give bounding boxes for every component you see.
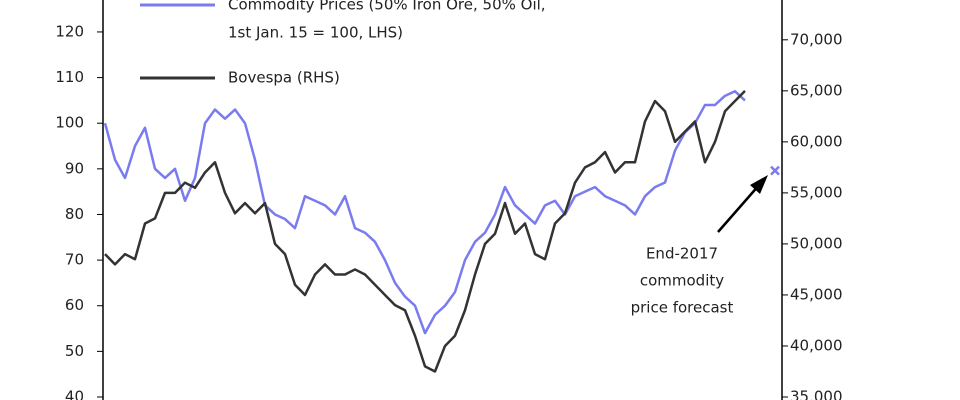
y-tick-label: 50 (65, 342, 84, 360)
legend-text: 1st Jan. 15 = 100, LHS) (228, 24, 403, 42)
arrow (717, 183, 761, 233)
arrow-head (750, 175, 768, 194)
y-tick-label: 120 (55, 22, 84, 40)
y2-tick-label: 50,000 (790, 234, 843, 252)
y2-tick-label: 70,000 (790, 30, 843, 48)
y2-tick-label: 45,000 (790, 285, 843, 303)
y-tick-label: 80 (65, 205, 84, 223)
y-tick-label: 60 (65, 296, 84, 314)
y2-tick-label: 60,000 (790, 132, 843, 150)
y2-tick-label: 40,000 (790, 336, 843, 354)
y-tick-label: 110 (55, 68, 84, 86)
annotation: End-2017 (646, 245, 718, 263)
legend-text: Commodity Prices (50% Iron Ore, 50% Oil, (228, 0, 546, 14)
forecast-marker (770, 165, 780, 176)
legend-label: Bovespa (RHS) (228, 69, 340, 87)
y-tick-label: 90 (65, 159, 84, 177)
y2-tick-label: 65,000 (790, 81, 843, 99)
y-tick-label: 70 (65, 251, 84, 269)
series-line (103, 90, 746, 335)
y2-tick-label: 55,000 (790, 183, 843, 201)
series-line (104, 89, 746, 373)
annotation: commodity (640, 272, 724, 290)
annotation: price forecast (631, 299, 734, 317)
y-tick-label: 40 (65, 388, 84, 400)
y-tick-label: 100 (55, 114, 84, 132)
y2-tick-label: 35,000 (790, 388, 843, 400)
